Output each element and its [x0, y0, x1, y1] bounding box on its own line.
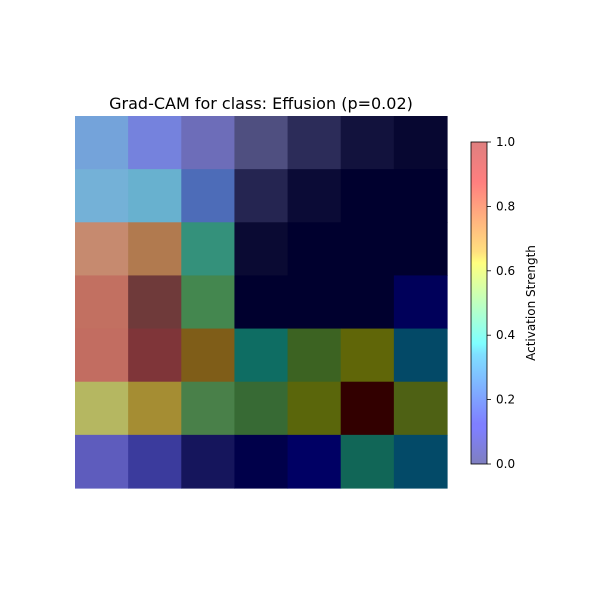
- colorbar-ticks: 0.0 0.2 0.4 0.6 0.8 1.0: [487, 135, 515, 471]
- heatmap-cell-r6-c1: [128, 434, 182, 489]
- heatmap-cell-r3-c0: [75, 275, 129, 330]
- colorbar-tick-label: 0.8: [496, 199, 515, 213]
- heatmap-cell-r4-c6: [393, 328, 448, 383]
- colorbar-tick-label: 0.2: [496, 393, 515, 407]
- heatmap-cell-r2-c5: [340, 222, 395, 277]
- heatmap-cell-r0-c0: [75, 116, 129, 170]
- heatmap-cell-r4-c0: [75, 328, 129, 383]
- chart-title: Grad-CAM for class: Effusion (p=0.02): [109, 94, 413, 113]
- heatmap-cell-r4-c1: [128, 328, 182, 383]
- heatmap-cell-r0-c4: [287, 116, 342, 170]
- heatmap-cell-r5-c6: [393, 381, 448, 436]
- colorbar-tick-label: 0.6: [496, 264, 515, 278]
- heatmap-cell-r2-c6: [393, 222, 448, 277]
- heatmap-cell-r2-c1: [128, 222, 182, 277]
- heatmap-cell-r3-c4: [287, 275, 342, 330]
- heatmap-cell-r3-c5: [340, 275, 395, 330]
- heatmap-cell-r2-c0: [75, 222, 129, 277]
- heatmap-cell-r5-c1: [128, 381, 182, 436]
- heatmap-cell-r5-c3: [234, 381, 289, 436]
- heatmap-cell-r2-c3: [234, 222, 289, 277]
- heatmap-cell-r3-c2: [181, 275, 236, 330]
- heatmap-cell-r1-c0: [75, 169, 129, 223]
- heatmap-cell-r5-c5: [340, 381, 395, 436]
- heatmap-cell-r6-c3: [234, 434, 289, 489]
- heatmap-cell-r6-c0: [75, 434, 129, 489]
- heatmap-cell-r2-c4: [287, 222, 342, 277]
- heatmap-cell-r3-c1: [128, 275, 182, 330]
- heatmap-cell-r6-c4: [287, 434, 342, 489]
- heatmap-cell-r2-c2: [181, 222, 236, 277]
- heatmap-cell-r0-c5: [340, 116, 395, 170]
- heatmap-cell-r1-c5: [340, 169, 395, 223]
- heatmap-cell-r4-c4: [287, 328, 342, 383]
- heatmap-cell-r4-c3: [234, 328, 289, 383]
- colorbar-tick-label: 0.4: [496, 328, 515, 342]
- heatmap-cell-r1-c6: [393, 169, 448, 223]
- heatmap-cell-r6-c2: [181, 434, 236, 489]
- heatmap-cell-r3-c6: [393, 275, 448, 330]
- heatmap-cell-r1-c2: [181, 169, 236, 223]
- colorbar-label: Activation Strength: [524, 245, 538, 361]
- heatmap-cell-r1-c1: [128, 169, 182, 223]
- heatmap-cell-r3-c3: [234, 275, 289, 330]
- colorbar-tick-label: 0.0: [496, 457, 515, 471]
- heatmap-cell-r0-c6: [393, 116, 448, 170]
- heatmap-cell-r1-c3: [234, 169, 289, 223]
- heatmap-cell-r0-c1: [128, 116, 182, 170]
- heatmap-cell-r1-c4: [287, 169, 342, 223]
- heatmap-cell-r0-c3: [234, 116, 289, 170]
- heatmap-cell-r4-c2: [181, 328, 236, 383]
- heatmap-cell-r0-c2: [181, 116, 236, 170]
- heatmap-grid: [75, 116, 448, 489]
- colorbar-gradient: [470, 141, 488, 465]
- heatmap-cell-r6-c6: [393, 434, 448, 489]
- heatmap-cell-r4-c5: [340, 328, 395, 383]
- heatmap-cell-r6-c5: [340, 434, 395, 489]
- colorbar-tick-label: 1.0: [496, 135, 515, 149]
- heatmap-cell-r5-c0: [75, 381, 129, 436]
- heatmap-cell-r5-c4: [287, 381, 342, 436]
- colorbar: 0.0 0.2 0.4 0.6 0.8 1.0 Activation Strength: [470, 135, 538, 471]
- heatmap-cell-r5-c2: [181, 381, 236, 436]
